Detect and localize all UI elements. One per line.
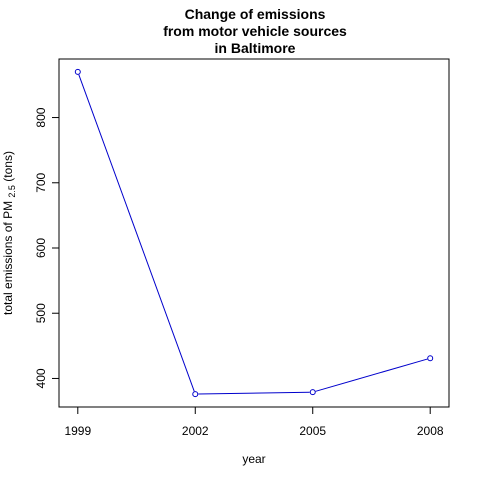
y-axis-label-prefix: total emissions of PM — [1, 198, 15, 315]
data-point — [192, 391, 199, 398]
y-axis-label-suffix: (tons) — [1, 151, 15, 185]
x-axis-label: year — [242, 452, 265, 466]
y-axis: 400 500 600 700 800 — [34, 107, 60, 388]
series-line-segment — [78, 74, 195, 392]
chart-title-line-2: from motor vehicle sources — [163, 23, 347, 39]
y-tick-label: 500 — [34, 303, 48, 323]
x-tick-label: 1999 — [64, 424, 91, 438]
data-point — [74, 68, 81, 75]
y-axis-label-subscript: 2.5 — [7, 185, 17, 198]
y-axis-label: total emissions of PM 2.5 (tons) — [1, 151, 17, 315]
data-point — [309, 389, 316, 396]
x-tick-label: 2008 — [417, 424, 444, 438]
x-axis: 1999 2002 2005 2008 — [64, 406, 444, 438]
y-tick-label: 700 — [34, 172, 48, 192]
x-tick-label: 2005 — [299, 424, 326, 438]
chart-title-line-3: in Baltimore — [215, 40, 296, 56]
plot-frame — [58, 58, 450, 408]
y-tick-label: 600 — [34, 238, 48, 258]
series-line-segment — [315, 358, 428, 392]
y-tick-label: 800 — [34, 107, 48, 127]
chart-title-line-1: Change of emissions — [185, 6, 326, 22]
x-tick-label: 2002 — [182, 424, 209, 438]
data-point — [427, 355, 434, 362]
series-line-segment — [198, 391, 310, 395]
y-tick-label: 400 — [34, 368, 48, 388]
emissions-series — [74, 68, 434, 398]
